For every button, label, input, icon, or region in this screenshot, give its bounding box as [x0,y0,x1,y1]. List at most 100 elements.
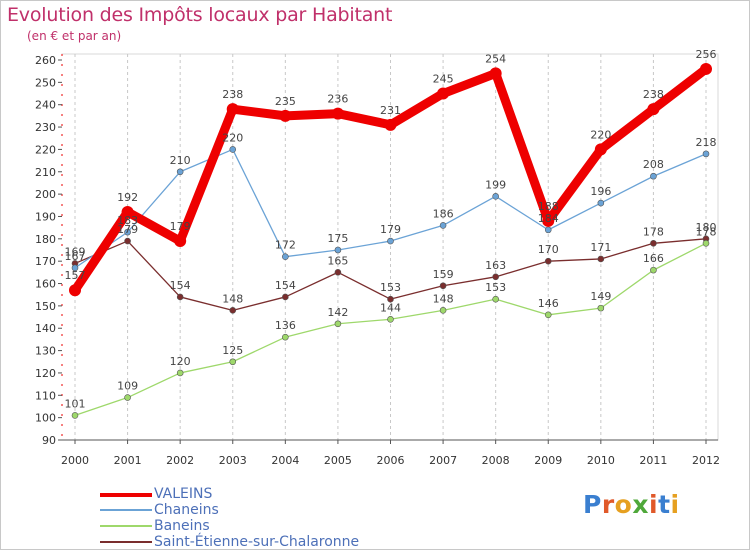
legend-label-saint-etienne: Saint-Étienne-sur-Chalaronne [154,534,360,550]
data-label-baneins: 142 [327,306,348,319]
data-point-saint-tienne-sur-chalaronne [176,293,184,301]
legend-label-baneins: Baneins [154,518,210,534]
data-point-chaneins [71,264,79,272]
data-point-chaneins [124,228,131,236]
logo-letter: P [583,490,602,519]
data-point-baneins [176,369,184,377]
data-label-valeins: 231 [380,104,401,117]
data-point-chaneins [334,246,342,254]
data-label-chaneins: 196 [590,185,611,198]
data-point-chaneins [176,168,184,176]
data-point-saint-tienne-sur-chalaronne [124,237,131,245]
data-label-valeins: 220 [590,128,611,141]
y-tick-label: 90 [42,434,56,447]
data-label-chaneins: 218 [696,136,717,149]
data-label-saint-tienne-sur-chalaronne: 154 [170,279,191,292]
legend-swatch-valeins [100,493,152,497]
data-label-saint-tienne-sur-chalaronne: 148 [222,292,243,305]
data-label-baneins: 101 [65,397,86,410]
legend-item-valeins: VALEINS [100,486,420,502]
data-point-valeins [700,62,712,75]
data-label-baneins: 149 [590,290,611,303]
data-label-valeins: 236 [327,93,348,106]
data-label-chaneins: 186 [433,207,454,220]
data-point-saint-tienne-sur-chalaronne [492,273,499,281]
logo-letter: o [614,490,633,519]
data-label-chaneins: 167 [65,250,86,263]
data-label-baneins: 109 [117,380,138,393]
data-label-valeins: 235 [275,95,296,108]
data-label-saint-tienne-sur-chalaronne: 154 [275,279,296,292]
data-label-baneins: 148 [433,292,454,305]
axes: 90 100 110 120 130 140 150 160 170 180 190 200 210 22… [35,54,720,467]
x-tick-label: 2002 [166,454,194,467]
x-tick-label: 2004 [271,454,299,467]
data-point-chaneins [544,226,552,234]
x-tick-label: 2001 [114,454,142,467]
y-tick-label: 120 [35,367,56,380]
data-point-valeins [174,235,187,248]
y-tick-label: 180 [35,233,56,246]
y-tick-label: 160 [35,278,56,291]
data-label-chaneins: 183 [117,214,138,227]
data-label-saint-tienne-sur-chalaronne: 159 [433,268,454,281]
data-point-baneins [71,412,79,419]
data-point-valeins [542,214,555,227]
data-point-saint-tienne-sur-chalaronne [650,239,657,247]
y-tick-label: 150 [35,300,56,313]
logo-letter: r [601,490,615,519]
x-tick-label: 2006 [377,454,405,467]
y-tick-label: 240 [35,99,56,112]
x-tick-label: 2000 [61,454,89,467]
data-label-baneins: 136 [275,319,296,332]
y-tick-label: 110 [35,389,56,402]
series-group [69,62,712,419]
data-label-valeins: 254 [485,52,506,65]
data-point-baneins [229,358,237,366]
data-point-saint-tienne-sur-chalaronne [387,295,394,303]
data-label-saint-tienne-sur-chalaronne: 163 [485,259,506,272]
data-label-baneins: 120 [170,355,191,368]
data-label-chaneins: 210 [170,154,191,167]
data-point-baneins [492,295,499,303]
data-label-chaneins: 179 [380,223,401,236]
y-tick-label: 250 [35,76,56,89]
legend-item-chaneins: Chaneins [100,502,420,518]
data-point-valeins [647,103,660,116]
data-point-saint-tienne-sur-chalaronne [544,257,552,265]
x-tick-label: 2008 [482,454,510,467]
y-tick-label: 100 [35,412,56,425]
legend-item-baneins: Baneins [100,518,420,534]
legend: VALEINS Chaneins Baneins Saint-Étienne-s… [100,486,420,550]
data-label-saint-tienne-sur-chalaronne: 170 [538,243,559,256]
proxiti-logo: Proxiti [583,490,680,519]
data-point-baneins [544,311,552,319]
data-point-chaneins [387,237,394,245]
data-point-baneins [597,304,605,312]
data-point-saint-tienne-sur-chalaronne [334,269,342,276]
legend-swatch-chaneins [100,509,152,511]
data-point-baneins [439,307,447,314]
data-label-valeins: 179 [170,220,191,233]
data-point-chaneins [229,146,237,153]
data-point-baneins [282,333,289,341]
legend-label-valeins: VALEINS [154,486,213,502]
logo-letter: i [649,490,659,519]
data-label-valeins: 188 [538,200,559,213]
x-tick-label: 2005 [324,454,352,467]
data-label-valeins: 157 [65,269,86,282]
data-label-saint-tienne-sur-chalaronne: 180 [696,221,717,234]
y-tick-label: 140 [35,322,56,335]
logo-letter: i [670,490,680,519]
data-label-saint-tienne-sur-chalaronne: 165 [327,254,348,267]
y-tick-label: 170 [35,255,56,268]
y-tick-label: 210 [35,166,56,179]
data-label-baneins: 166 [643,252,664,265]
data-label-valeins: 238 [222,88,243,101]
data-label-chaneins: 172 [275,239,296,252]
data-point-saint-tienne-sur-chalaronne [282,293,289,301]
data-point-baneins [702,239,710,247]
